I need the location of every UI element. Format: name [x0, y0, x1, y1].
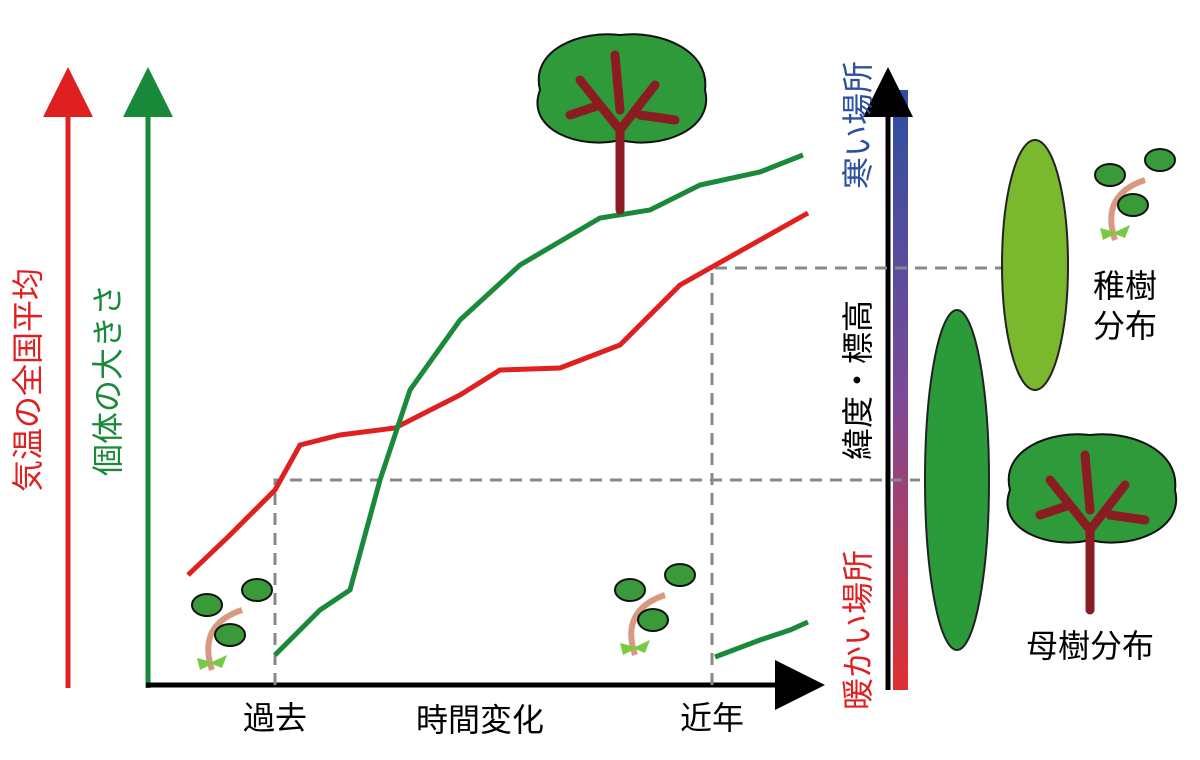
mother-label: 母樹分布 — [1026, 627, 1154, 665]
size-curve — [273, 152, 804, 657]
seedling-icon — [1095, 149, 1175, 240]
size-label: 個体の大きさ — [89, 284, 127, 476]
warm-label: 暖かい場所 — [839, 550, 877, 710]
sapling-label: 分布 — [1093, 307, 1157, 345]
axes — [43, 67, 913, 710]
recent-size-curve — [714, 619, 810, 660]
cold-label: 寒い場所 — [839, 61, 877, 189]
recent-label: 近年 — [680, 699, 744, 737]
guides — [273, 266, 1005, 685]
latitude-label: 緯度・標高 — [839, 300, 877, 460]
past-label: 過去 — [243, 699, 307, 737]
sapling-label: 稚樹 — [1093, 267, 1157, 305]
tree-icon — [1007, 434, 1176, 610]
sapling-range — [1001, 139, 1069, 391]
temperature-label: 気温の全国平均 — [9, 268, 47, 492]
seedling-icon — [192, 579, 272, 670]
temperature-curve — [186, 210, 810, 577]
mother-range — [924, 309, 990, 651]
seedling-icon — [615, 564, 695, 655]
time-label: 時間変化 — [416, 701, 544, 739]
tree-icon — [537, 34, 706, 210]
